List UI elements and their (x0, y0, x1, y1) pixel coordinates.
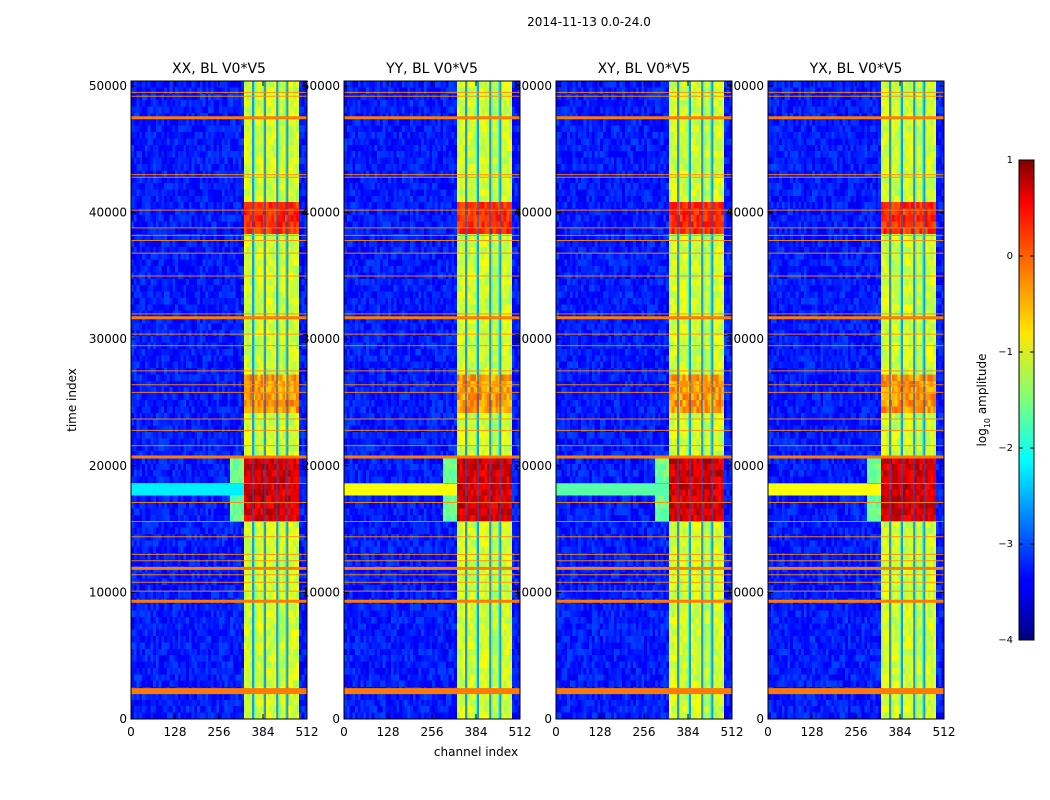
heatmap-image (556, 81, 732, 719)
y-tick-label: 20000 (726, 459, 764, 473)
heatmap-image (768, 81, 944, 719)
colorbar-tick-label: −1 (998, 347, 1013, 358)
y-tick-label: 20000 (514, 459, 552, 473)
x-tick-label: 512 (296, 725, 319, 739)
colorbar-tick-label: 1 (1007, 155, 1013, 166)
y-axis-label: time index (65, 368, 79, 432)
x-tick-label: 384 (889, 725, 912, 739)
y-tick-label: 10000 (514, 585, 552, 599)
panel-title: XY, BL V0*V5 (598, 61, 691, 77)
x-tick-label: 384 (252, 725, 275, 739)
y-tick-label: 0 (544, 712, 552, 726)
x-tick-label: 0 (127, 725, 135, 739)
panels: XX, BL V0*V5 0 128 256 384 512 0 10000 20000 3000… (89, 61, 956, 739)
x-tick-label: 256 (208, 725, 231, 739)
panel-yx: YX, BL V0*V5 0 128 256 384 512 0 10000 20000 3000… (726, 61, 956, 739)
colorbar-label: log10 amplitude (975, 354, 992, 447)
x-tick-label: 0 (764, 725, 772, 739)
y-tick-label: 40000 (89, 206, 127, 220)
colorbar-ticks: 1 0 −1 −2 −3 −4 (998, 155, 1034, 646)
y-tick-label: 40000 (514, 206, 552, 220)
y-tick-label: 50000 (302, 79, 340, 93)
panel-title: YX, BL V0*V5 (809, 61, 903, 77)
y-tick-label: 20000 (302, 459, 340, 473)
y-tick-label: 0 (332, 712, 340, 726)
y-tick-label: 40000 (302, 206, 340, 220)
heatmap-image (344, 81, 520, 719)
x-tick-label: 384 (465, 725, 488, 739)
x-tick-label: 128 (801, 725, 824, 739)
y-tick-label: 50000 (726, 79, 764, 93)
y-tick-label: 30000 (302, 332, 340, 346)
panel-title: XX, BL V0*V5 (172, 61, 266, 77)
x-tick-label: 512 (721, 725, 744, 739)
y-tick-label: 10000 (726, 585, 764, 599)
panel-title: YY, BL V0*V5 (385, 61, 478, 77)
x-tick-label: 0 (552, 725, 560, 739)
y-tick-label: 40000 (726, 206, 764, 220)
x-tick-label: 256 (421, 725, 444, 739)
y-tick-label: 50000 (89, 79, 127, 93)
y-tick-label: 10000 (89, 585, 127, 599)
panel-yy: YY, BL V0*V5 0 128 256 384 512 0 10000 20000 3000… (302, 61, 532, 739)
x-tick-label: 128 (377, 725, 400, 739)
colorbar-gradient (1018, 159, 1035, 641)
panel-xy: XY, BL V0*V5 0 128 256 384 512 0 10000 20000 3000… (514, 61, 744, 739)
y-tick-label: 10000 (302, 585, 340, 599)
x-tick-label: 256 (845, 725, 868, 739)
colorbar-tick-label: −2 (998, 443, 1013, 454)
figure-suptitle: 2014-11-13 0.0-24.0 (527, 15, 651, 29)
colorbar: 1 0 −1 −2 −3 −4 log10 amplitude (975, 155, 1035, 646)
x-tick-label: 0 (340, 725, 348, 739)
panel-xx: XX, BL V0*V5 0 128 256 384 512 0 10000 20000 3000… (89, 61, 319, 739)
x-axis-label: channel index (434, 745, 518, 759)
x-tick-label: 512 (933, 725, 956, 739)
colorbar-tick-label: −3 (998, 539, 1013, 550)
y-tick-label: 30000 (514, 332, 552, 346)
y-tick-label: 30000 (89, 332, 127, 346)
y-tick-label: 20000 (89, 459, 127, 473)
colorbar-tick-label: −4 (998, 635, 1013, 646)
y-tick-label: 30000 (726, 332, 764, 346)
x-tick-label: 256 (633, 725, 656, 739)
y-tick-label: 0 (119, 712, 127, 726)
x-tick-label: 512 (509, 725, 532, 739)
x-tick-label: 128 (589, 725, 612, 739)
x-tick-label: 128 (164, 725, 187, 739)
x-tick-label: 384 (677, 725, 700, 739)
y-tick-label: 50000 (514, 79, 552, 93)
y-tick-label: 0 (756, 712, 764, 726)
colorbar-tick-label: 0 (1007, 251, 1013, 262)
heatmap-image (131, 81, 307, 719)
